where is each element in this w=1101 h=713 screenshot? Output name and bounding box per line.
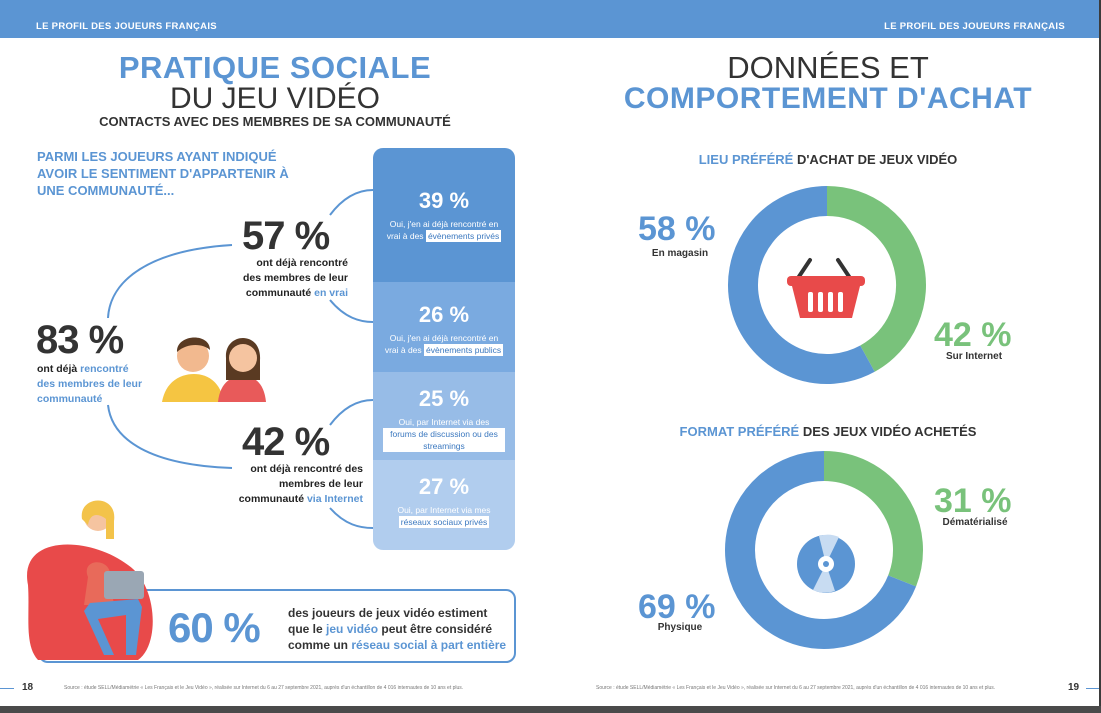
donut2-label-physique: Physique xyxy=(657,622,703,633)
right-title-line1: DONNÉES ET xyxy=(727,50,929,85)
card-evenements-prives: 39 % Oui, j'en ai déjà rencontré en vrai… xyxy=(373,148,515,282)
donut-slice-physique xyxy=(725,451,917,649)
stat-83-desc: ont déjà rencontré des membres de leur c… xyxy=(37,363,143,405)
card-text: Oui, par Internet via des forums de disc… xyxy=(373,416,515,452)
donut-slice-d-mat-rialis- xyxy=(823,451,923,587)
right-title-line2: COMPORTEMENT D'ACHAT xyxy=(623,82,1033,115)
section1-title: LIEU PRÉFÉRÉ D'ACHAT DE JEUX VIDÉO xyxy=(698,152,958,167)
card-value: 26 % xyxy=(418,302,470,327)
header-bar: LE PROFIL DES JOUEURS FRANÇAIS LE PROFIL… xyxy=(0,0,1101,38)
card-text: Oui, j'en ai déjà rencontré en vrai à de… xyxy=(384,333,504,356)
girl-on-beanbag-illustration xyxy=(27,500,153,660)
stat-57-desc: ont déjà rencontré des membres de leur c… xyxy=(242,257,348,299)
stat-42-desc: ont déjà rencontré des membres de leur c… xyxy=(238,463,363,505)
couple-illustration xyxy=(162,337,266,402)
card-text: Oui, par Internet via mes réseaux sociau… xyxy=(397,505,491,528)
donut-chart-purchase-place xyxy=(728,186,926,384)
card-forums-streamings: 25 % Oui, par Internet via des forums de… xyxy=(373,372,515,460)
stat-83-value: 83 % xyxy=(36,318,124,362)
header-left-label: LE PROFIL DES JOUEURS FRANÇAIS xyxy=(36,21,217,32)
donut-slice-sur-internet xyxy=(826,186,926,372)
intro-text: PARMI LES JOUEURS AYANT INDIQUÉ AVOIR LE… xyxy=(37,149,289,198)
left-title-line1: PRATIQUE SOCIALE xyxy=(118,50,432,85)
connector-lines xyxy=(107,189,374,529)
donut2-label-dematerialise: Dématérialisé xyxy=(942,517,1008,528)
page-number-left: 18 xyxy=(22,682,34,693)
left-subtitle: CONTACTS AVEC DES MEMBRES DE SA COMMUNAU… xyxy=(99,114,451,129)
card-value: 25 % xyxy=(418,386,470,411)
page-frame-right xyxy=(1099,0,1101,713)
card-text: Oui, j'en ai déjà rencontré en vrai à de… xyxy=(386,219,502,242)
page-line-left xyxy=(0,688,14,689)
stat-57-value: 57 % xyxy=(242,214,330,258)
donut-chart-format xyxy=(725,451,923,649)
page-line-right xyxy=(1086,688,1100,689)
disc-icon xyxy=(797,534,855,593)
donut1-label-magasin: En magasin xyxy=(651,248,709,259)
basket-icon xyxy=(787,258,865,318)
donut1-label-magasin-value: 58 % xyxy=(638,210,716,248)
donut2-label-dematerialise-value: 31 % xyxy=(934,482,1012,520)
footer-right: Source : étude SELL/Médiamétrie « Les Fr… xyxy=(596,685,996,691)
stat-60-desc: des joueurs de jeux vidéo estiment que l… xyxy=(288,606,507,652)
left-title-line2: DU JEU VIDÉO xyxy=(169,82,381,115)
page-frame-bottom xyxy=(0,706,1101,713)
stat-42-value: 42 % xyxy=(242,420,330,464)
donut-slice-en-magasin xyxy=(728,186,875,384)
card-value: 39 % xyxy=(418,188,470,213)
stat-60-value: 60 % xyxy=(168,604,261,651)
footer-left: Source : étude SELL/Médiamétrie « Les Fr… xyxy=(64,685,464,691)
donut1-label-internet: Sur Internet xyxy=(945,351,1003,362)
card-reseaux-sociaux: 27 % Oui, par Internet via mes réseaux s… xyxy=(373,460,515,550)
page-number-right: 19 xyxy=(1068,682,1080,693)
donut1-label-internet-value: 42 % xyxy=(934,316,1012,354)
header-right-label: LE PROFIL DES JOUEURS FRANÇAIS xyxy=(884,21,1065,32)
section2-title: FORMAT PRÉFÉRÉ DES JEUX VIDÉO ACHETÉS xyxy=(679,424,977,439)
card-value: 27 % xyxy=(418,474,470,499)
card-evenements-publics: 26 % Oui, j'en ai déjà rencontré en vrai… xyxy=(373,282,515,372)
donut2-label-physique-value: 69 % xyxy=(638,588,716,626)
